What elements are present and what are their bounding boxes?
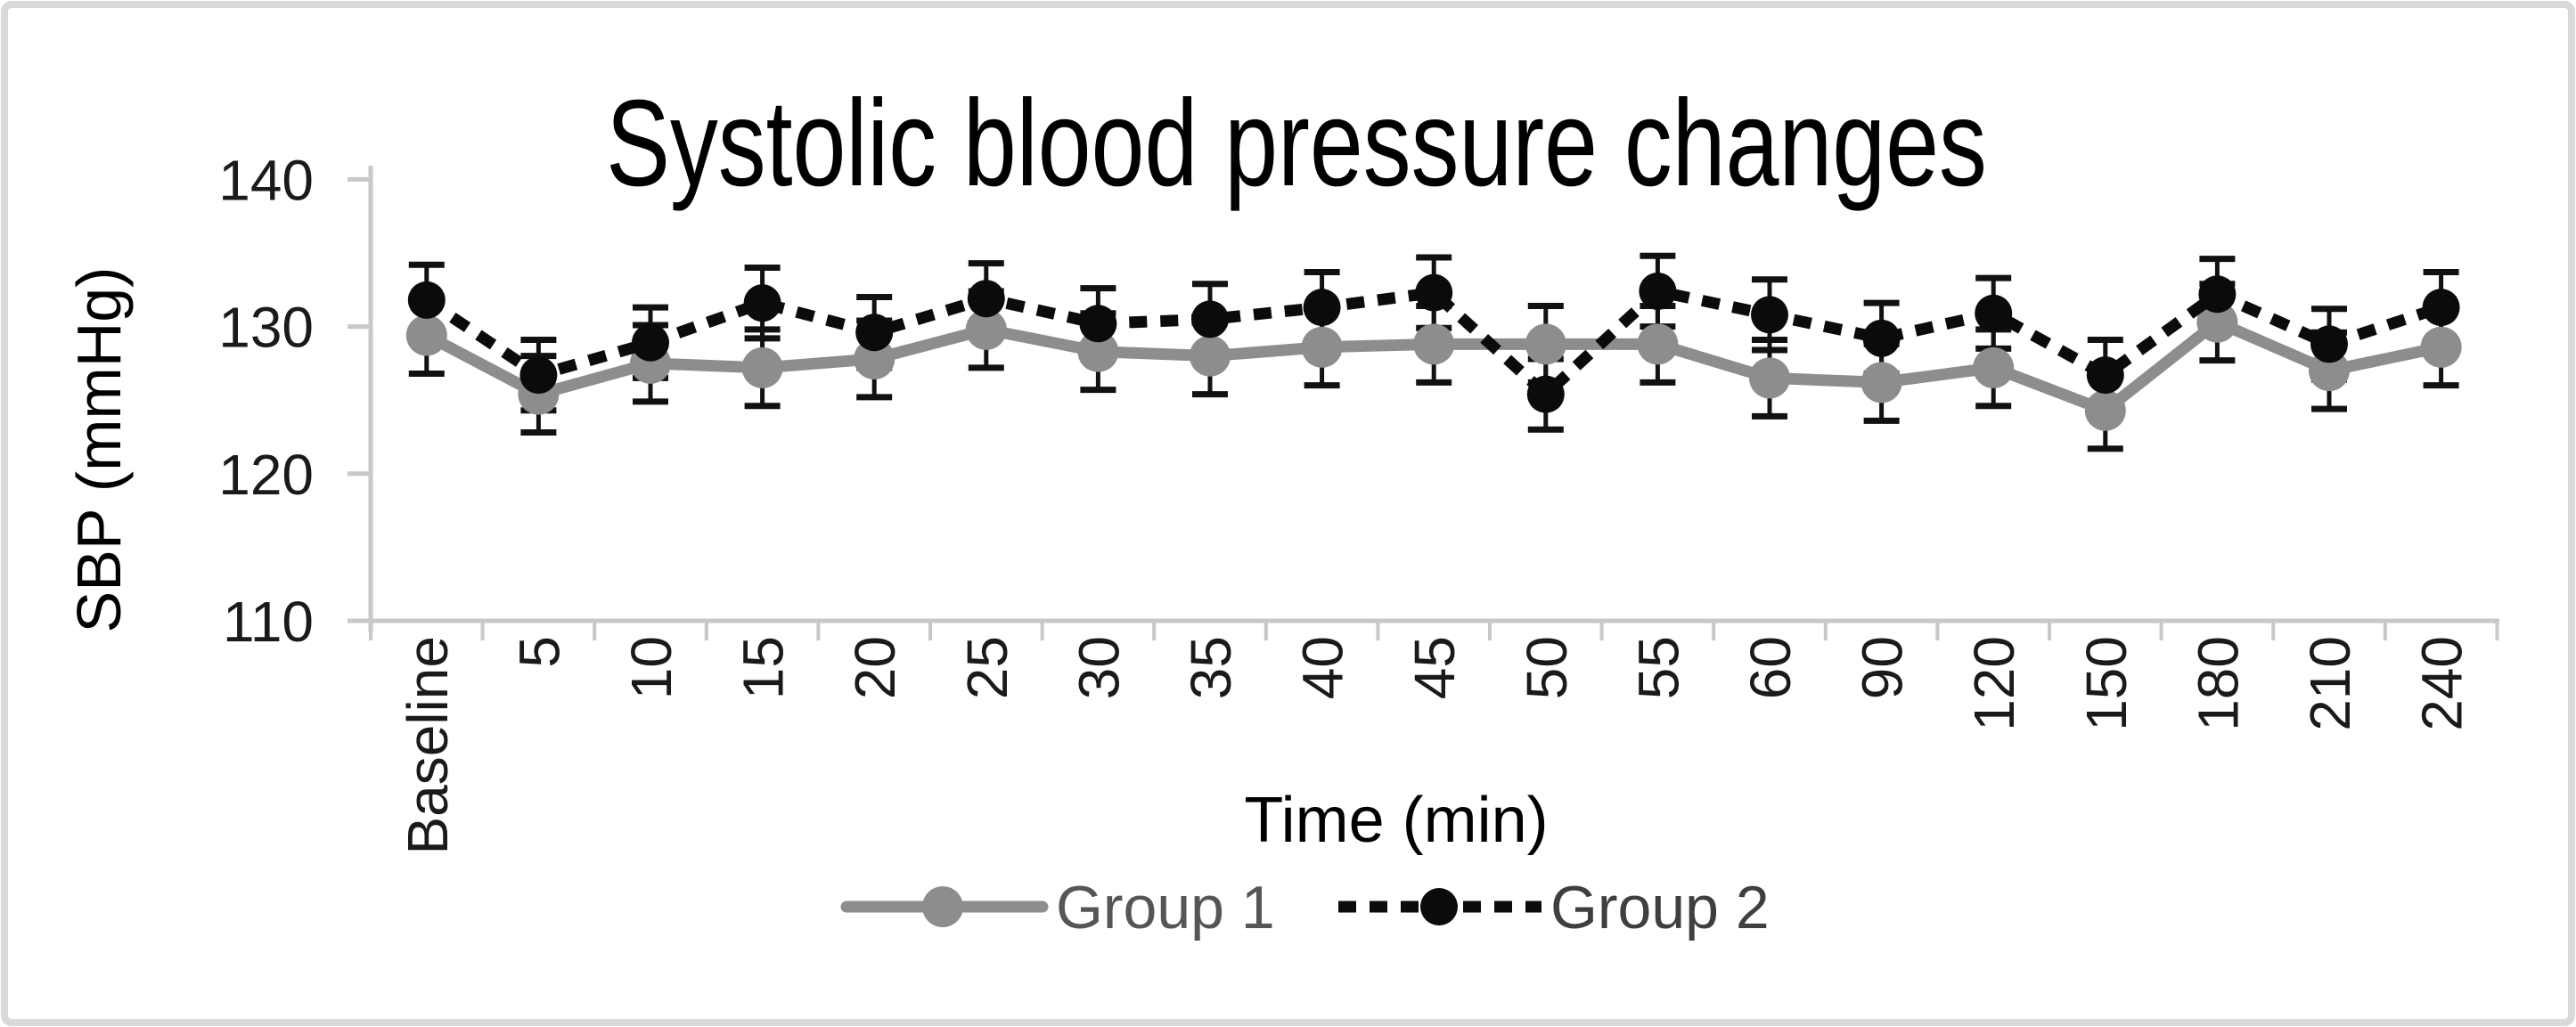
group2-marker — [1751, 296, 1788, 334]
group1-marker — [2084, 389, 2126, 431]
x-tick-label: 10 — [619, 636, 683, 699]
legend: Group 1 Group 2 — [840, 874, 1770, 941]
group2-marker — [407, 281, 446, 319]
group1-marker — [1413, 323, 1455, 365]
group2-marker — [1639, 272, 1677, 310]
group2-marker — [967, 280, 1005, 318]
group2-marker — [2086, 356, 2124, 395]
group2-marker — [855, 314, 894, 352]
group1-marker — [2196, 301, 2238, 343]
group1-marker — [1301, 326, 1343, 368]
x-axis-title: Time (min) — [1244, 785, 1548, 856]
x-tick-label: Baseline — [396, 636, 460, 855]
axes-layer — [348, 166, 2499, 640]
group1-marker — [1973, 346, 2015, 388]
legend-group2-marker — [1420, 888, 1458, 925]
group2-marker — [519, 356, 558, 395]
group2-marker — [2310, 325, 2348, 363]
group1-marker — [2309, 350, 2350, 392]
group2-marker — [1191, 300, 1229, 338]
legend-group1-label: Group 1 — [1056, 874, 1275, 941]
x-tick-label: 90 — [1851, 636, 1915, 699]
group2-marker — [2422, 289, 2460, 327]
x-tick-label: 150 — [2074, 636, 2138, 731]
group1-marker — [1190, 335, 1231, 377]
y-tick-label: 110 — [223, 590, 314, 654]
x-tick-label: 210 — [2298, 636, 2362, 731]
legend-item-group2: Group 2 — [1338, 874, 1770, 941]
series-layer — [405, 272, 2462, 431]
x-tick-label: 15 — [732, 636, 796, 699]
group1-marker — [741, 346, 783, 388]
group2-marker — [1303, 289, 1341, 327]
group1-marker — [405, 314, 447, 356]
chart-title: Systolic blood pressure changes — [606, 75, 1987, 212]
group2-marker — [1862, 319, 1901, 357]
x-tick-label: 30 — [1067, 636, 1131, 699]
group2-marker — [2198, 275, 2237, 314]
group1-marker — [1077, 330, 1119, 372]
x-tick-label: 50 — [1515, 636, 1579, 699]
x-tick-label: 180 — [2186, 636, 2250, 731]
group1-marker — [1860, 362, 1902, 403]
group1-marker — [1525, 323, 1566, 365]
x-tick-label: 25 — [955, 636, 1019, 699]
group2-marker — [632, 323, 669, 362]
x-tick-label: 55 — [1626, 636, 1690, 699]
y-axis-title: SBP (mmHg) — [64, 267, 134, 633]
group1-marker — [1637, 323, 1679, 365]
group2-marker — [1415, 273, 1453, 312]
y-tick-label: 140 — [218, 148, 314, 212]
x-tick-label: 60 — [1738, 636, 1803, 699]
x-tick-label: 120 — [1962, 636, 2026, 731]
y-tick-label: 130 — [218, 296, 314, 360]
legend-item-group1: Group 1 — [840, 874, 1275, 941]
group1-marker — [854, 338, 895, 379]
group1-marker — [2420, 326, 2462, 368]
group2-marker — [743, 284, 781, 322]
x-tick-label: 20 — [843, 636, 907, 699]
group1-marker — [1749, 357, 1790, 399]
group2-marker — [1526, 375, 1565, 413]
tick-labels-layer: 110 120 130 140 Baseline 5 10 15 20 25 30 35 40 45 50 5… — [218, 148, 2474, 854]
x-tick-label: 240 — [2410, 636, 2474, 731]
x-tick-label: 35 — [1179, 636, 1243, 699]
y-tick-label: 120 — [218, 443, 314, 507]
group1-marker — [965, 308, 1007, 350]
group2-marker — [1079, 305, 1117, 343]
legend-group2-label: Group 2 — [1550, 874, 1770, 941]
x-tick-label: 5 — [507, 636, 571, 668]
group2-marker — [1975, 294, 2013, 332]
x-tick-label: 45 — [1402, 636, 1467, 699]
legend-group1-marker — [922, 886, 963, 927]
x-tick-label: 40 — [1291, 636, 1355, 699]
